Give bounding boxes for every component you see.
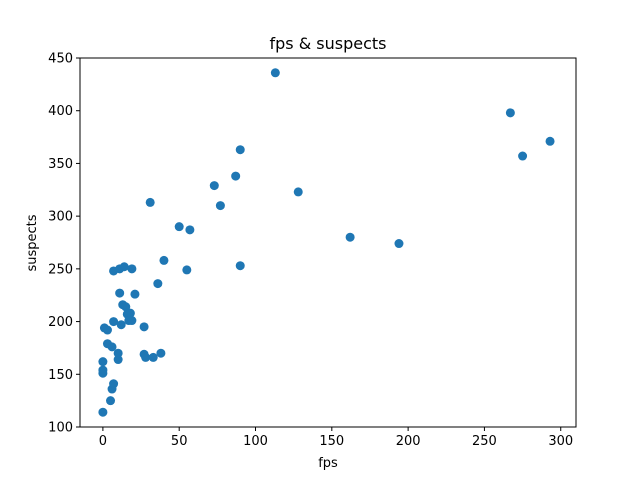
data-point [107, 342, 117, 352]
data-point [98, 407, 108, 417]
y-tick-label: 100 [48, 421, 73, 436]
x-tick-label: 300 [548, 434, 573, 449]
data-point [235, 261, 245, 271]
data-point [102, 325, 112, 335]
data-point [127, 264, 137, 274]
x-axis-ticks: 0 50 100 150 200 250 300 [99, 427, 573, 449]
data-point [159, 255, 169, 265]
data-point [156, 348, 166, 358]
data-point [518, 151, 528, 161]
data-point [98, 357, 108, 367]
plot-frame [79, 57, 577, 428]
y-axis-ticks: 100 150 200 250 300 350 400 450 [48, 52, 80, 436]
data-point [293, 187, 303, 197]
data-point [270, 68, 280, 78]
y-tick-label: 300 [48, 210, 73, 225]
data-point [235, 145, 245, 155]
y-tick-label: 200 [48, 315, 73, 330]
data-point [127, 316, 137, 326]
data-point [109, 379, 119, 389]
x-tick-label: 150 [319, 434, 344, 449]
data-point [185, 225, 195, 235]
data-point [215, 201, 225, 211]
data-point [109, 317, 119, 327]
y-tick-label: 350 [48, 157, 73, 172]
x-axis-label: fps [318, 456, 338, 471]
x-tick-label: 0 [99, 434, 107, 449]
x-tick-label: 50 [171, 434, 188, 449]
data-point [545, 136, 555, 146]
data-point [98, 365, 108, 375]
y-tick-label: 450 [48, 52, 73, 67]
data-point [115, 288, 125, 298]
data-point [116, 320, 126, 330]
y-tick-label: 250 [48, 262, 73, 277]
data-point [113, 348, 123, 358]
data-point [148, 352, 158, 362]
chart-title: fps & suspects [270, 34, 387, 53]
data-point [153, 279, 163, 289]
data-point [345, 232, 355, 242]
data-point [231, 171, 241, 181]
data-point [130, 289, 140, 299]
data-point [505, 108, 515, 118]
data-point [121, 302, 131, 312]
data-point [106, 396, 116, 406]
data-point [139, 322, 149, 332]
data-points [98, 68, 555, 417]
data-point [113, 355, 123, 365]
data-point [145, 197, 155, 207]
data-point [174, 222, 184, 232]
x-tick-label: 250 [472, 434, 497, 449]
x-tick-label: 100 [243, 434, 268, 449]
data-point [209, 181, 219, 191]
y-tick-label: 150 [48, 368, 73, 383]
data-point [182, 265, 192, 275]
data-point [141, 352, 151, 362]
data-point [125, 308, 135, 318]
x-tick-label: 200 [396, 434, 421, 449]
data-point [119, 262, 129, 272]
data-point [394, 239, 404, 249]
y-tick-label: 400 [48, 104, 73, 119]
y-axis-label: suspects [25, 214, 40, 271]
